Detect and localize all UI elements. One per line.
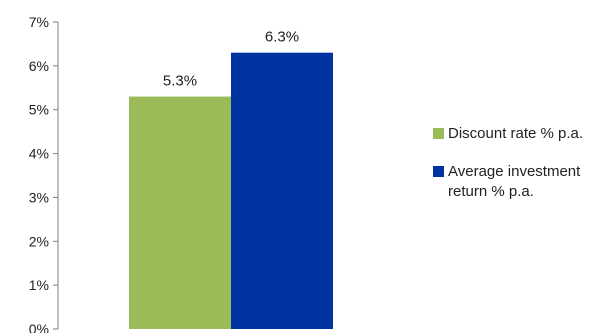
y-tick-label: 7% <box>29 14 49 30</box>
y-tick-label: 6% <box>29 58 49 74</box>
legend-label-discount-rate: Discount rate % p.a. <box>448 125 584 142</box>
legend-swatch-average-investment-return <box>433 166 444 177</box>
y-tick-label: 5% <box>29 102 49 118</box>
bars <box>129 52 333 329</box>
legend-label-average-investment-return: Average investment return % p.a. <box>448 163 581 200</box>
y-tick-label: 0% <box>29 321 49 333</box>
y-tick-label: 2% <box>29 233 49 249</box>
y-axis: 0% 1% 2% 3% 4% 5% 6% 7% <box>29 14 59 333</box>
data-label-average-investment-return-p-a: 6.3% <box>265 29 299 46</box>
legend: Discount rate % p.a. Average investment … <box>433 124 607 220</box>
bar-discount-rate-p-a <box>129 96 231 329</box>
data-label-discount-rate-p-a: 5.3% <box>163 73 197 90</box>
y-tick-label: 1% <box>29 277 49 293</box>
bar-average-investment-return-p-a <box>231 52 333 329</box>
y-tick-label: 4% <box>29 146 49 162</box>
legend-item-discount-rate: Discount rate % p.a. <box>433 124 607 144</box>
y-tick-label: 3% <box>29 189 49 205</box>
legend-swatch-discount-rate <box>433 128 444 139</box>
data-labels: 5.3% 6.3% <box>163 29 299 90</box>
legend-item-average-investment-return: Average investment return % p.a. <box>433 162 607 202</box>
